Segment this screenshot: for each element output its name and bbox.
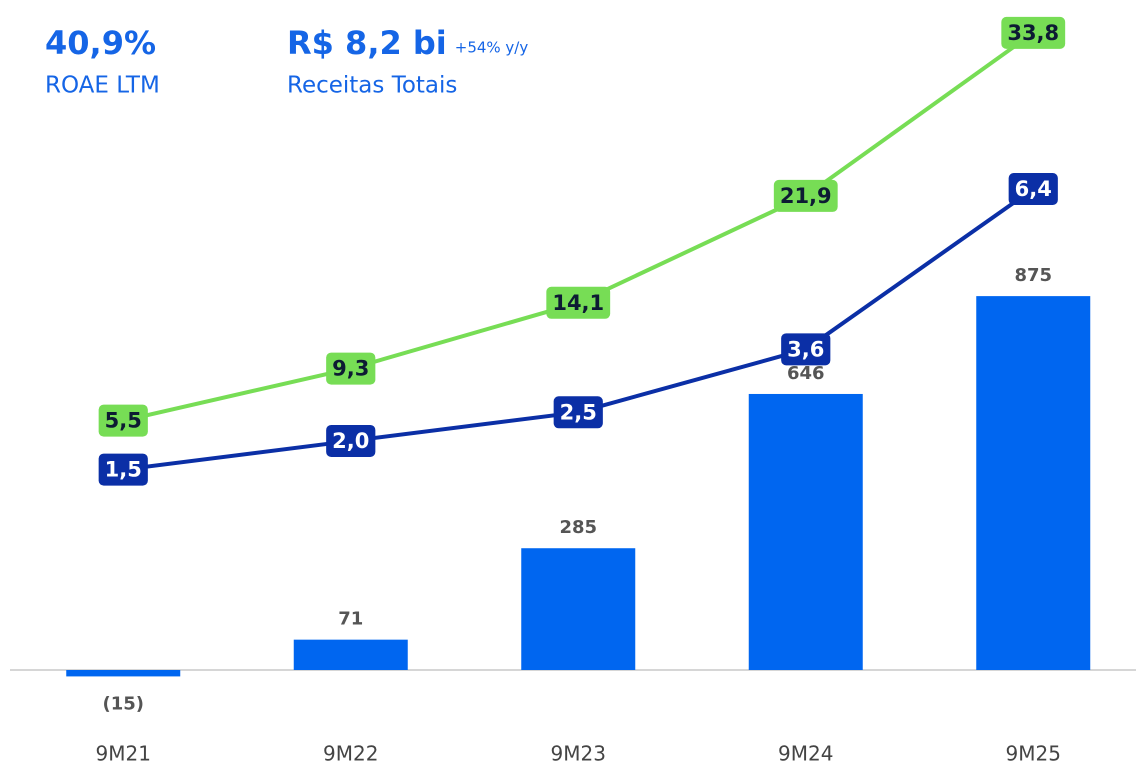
x-tick-label: 9M23 [551, 742, 606, 766]
label-box [98, 453, 148, 486]
label-box [326, 424, 376, 457]
bar [976, 296, 1091, 670]
bar-value-label: 646 [787, 363, 825, 384]
line-value-text: 2,5 [560, 400, 597, 424]
label-box [326, 352, 376, 385]
bar [66, 670, 181, 677]
kpi-value: R$ 8,2 bi [287, 24, 447, 62]
kpi-change: +54% y/y [455, 39, 529, 57]
label-box [98, 404, 148, 437]
x-tick-label: 9M25 [1006, 742, 1061, 766]
line-value-label: 6,4 [1008, 172, 1058, 205]
line-value-label: 9,3 [326, 352, 376, 385]
line [122, 31, 1035, 423]
x-tick-label: 9M22 [323, 742, 378, 766]
kpi-value: 40,9% [45, 24, 156, 62]
bar-value-label: 875 [1014, 265, 1052, 286]
line-value-text: 9,3 [332, 357, 369, 381]
line-value-text: 14,1 [552, 291, 604, 315]
bar [521, 548, 636, 670]
line-value-label: 1,5 [98, 453, 148, 486]
line-value-label: 14,1 [546, 286, 611, 319]
label-box [553, 396, 603, 429]
bar-value-label: (15) [102, 693, 144, 714]
line-value-label: 2,0 [326, 424, 376, 457]
line-value-text: 1,5 [105, 458, 142, 482]
line-value-label: 33,8 [1001, 16, 1066, 49]
bar-value-label: 71 [338, 609, 363, 630]
line-value-label: 3,6 [781, 333, 831, 366]
line-value-text: 21,9 [780, 184, 832, 208]
bar [293, 639, 408, 670]
label-box [781, 333, 831, 366]
label-box [1008, 172, 1058, 205]
line-value-label: 2,5 [553, 396, 603, 429]
line-value-label: 21,9 [773, 179, 838, 212]
x-tick-label: 9M21 [96, 742, 151, 766]
bar [748, 393, 863, 670]
line-value-text: 2,0 [332, 429, 369, 453]
line-value-text: 33,8 [1007, 21, 1059, 45]
line-value-text: 6,4 [1015, 177, 1052, 201]
line-value-text: 3,6 [787, 337, 824, 361]
label-box [773, 179, 838, 212]
bar-value-label: 285 [559, 517, 597, 538]
label-box [1001, 16, 1066, 49]
line-value-label: 5,5 [98, 404, 148, 437]
x-tick-label: 9M24 [778, 742, 833, 766]
line-value-text: 5,5 [105, 409, 142, 433]
kpi-label: ROAE LTM [45, 73, 160, 99]
label-box [546, 286, 611, 319]
kpi-label: Receitas Totais [287, 73, 457, 99]
